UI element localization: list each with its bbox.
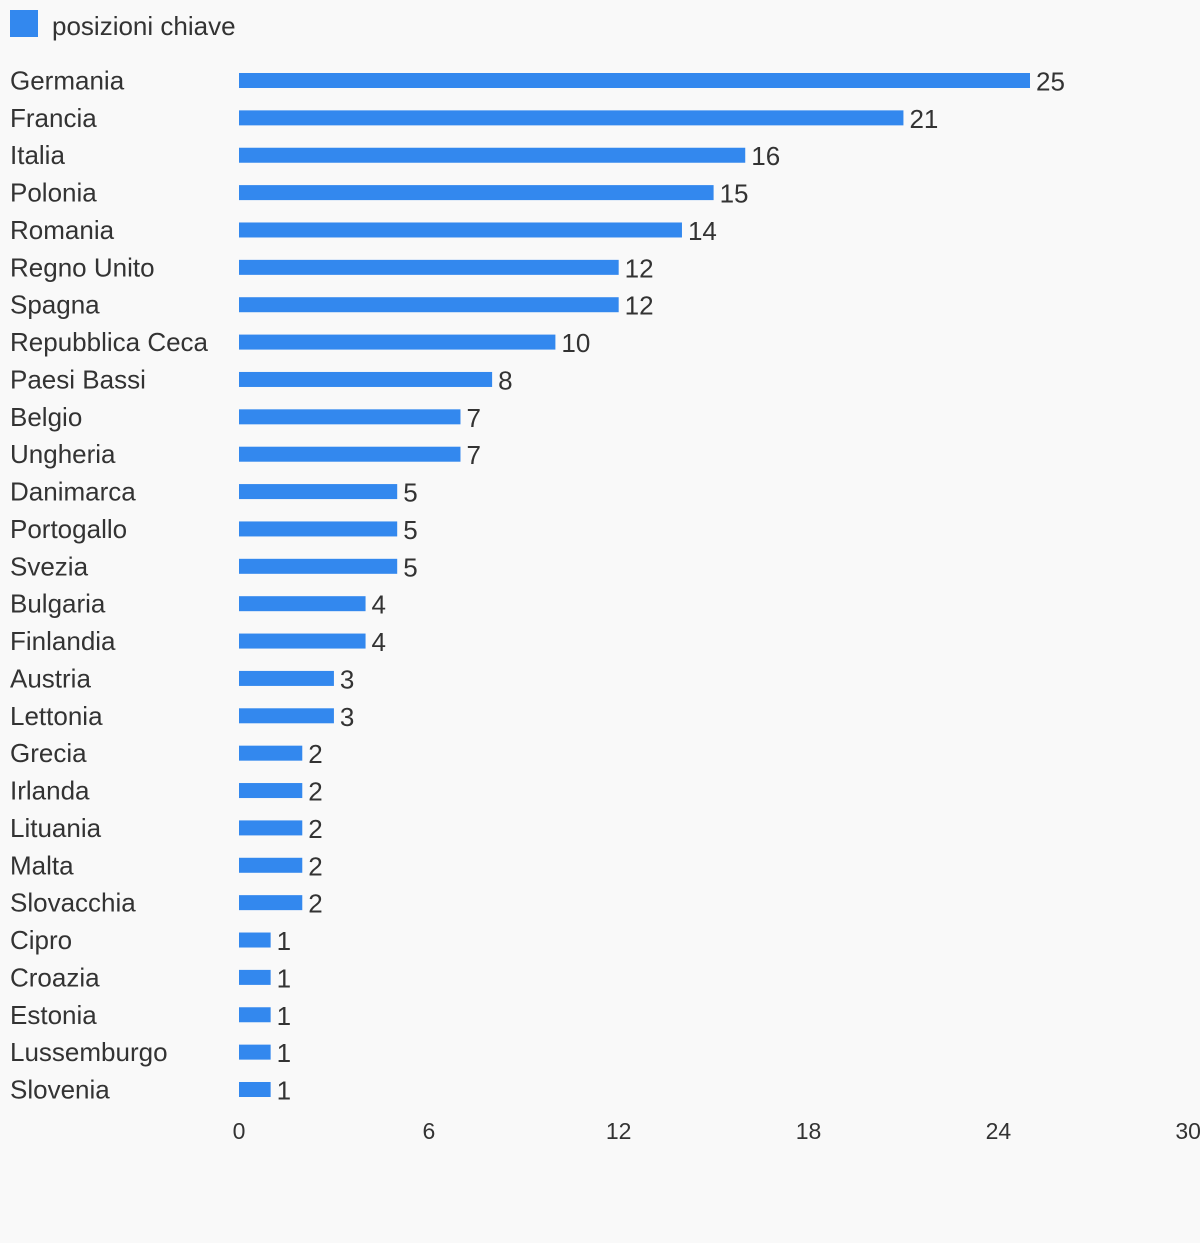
category-label: Croazia (10, 962, 100, 992)
value-label: 4 (372, 590, 386, 620)
value-label: 12 (625, 291, 654, 321)
value-label: 16 (751, 141, 780, 171)
category-label: Estonia (10, 1000, 97, 1030)
category-label: Lituania (10, 813, 102, 843)
value-label: 5 (403, 478, 417, 508)
category-label: Belgio (10, 402, 82, 432)
bar (239, 446, 461, 462)
legend-label: posizioni chiave (52, 11, 236, 41)
bar (239, 558, 398, 574)
value-label: 2 (308, 739, 322, 769)
value-label: 10 (561, 328, 590, 358)
category-label: Grecia (10, 738, 87, 768)
x-tick-label: 30 (1175, 1118, 1200, 1144)
value-label: 5 (403, 515, 417, 545)
category-label: Cipro (10, 925, 72, 955)
bar (239, 222, 682, 238)
category-label: Francia (10, 103, 97, 133)
x-tick-label: 6 (422, 1118, 435, 1144)
category-labels: Germania Francia Italia Polonia Romania Regno… (10, 66, 209, 1105)
category-label: Danimarca (10, 477, 136, 507)
value-label: 21 (909, 104, 938, 134)
category-label: Austria (10, 663, 91, 693)
category-label: Spagna (10, 290, 100, 320)
bar (239, 409, 461, 425)
bar (239, 745, 303, 761)
value-label: 8 (498, 365, 512, 395)
x-tick-label: 18 (796, 1118, 822, 1144)
x-axis: 0 6 12 18 24 30 (233, 1118, 1200, 1144)
category-label: Slovacchia (10, 888, 136, 918)
bar (239, 969, 271, 985)
category-label: Germania (10, 66, 125, 96)
value-label: 25 (1036, 67, 1065, 97)
category-label: Paesi Bassi (10, 364, 146, 394)
x-tick-label: 12 (606, 1118, 632, 1144)
value-label: 4 (372, 627, 386, 657)
value-label: 2 (308, 777, 322, 807)
value-label: 5 (403, 552, 417, 582)
value-label: 2 (308, 889, 322, 919)
value-label: 2 (308, 851, 322, 881)
value-label: 3 (340, 702, 354, 732)
bar (239, 670, 334, 686)
category-label: Bulgaria (10, 589, 106, 619)
bar (239, 1007, 271, 1023)
category-label: Lussemburgo (10, 1037, 168, 1067)
bar (239, 110, 904, 126)
bar (239, 596, 366, 612)
category-label: Italia (10, 140, 65, 170)
bar (239, 820, 303, 836)
category-label: Svezia (10, 551, 89, 581)
value-label: 1 (277, 1038, 291, 1068)
category-label: Irlanda (10, 776, 90, 806)
bar (239, 73, 1030, 88)
category-label: Ungheria (10, 439, 116, 469)
bar (239, 857, 303, 873)
value-label: 14 (688, 216, 717, 246)
bar (239, 371, 493, 387)
value-label: 1 (277, 1076, 291, 1106)
category-label: Portogallo (10, 514, 127, 544)
bar (239, 259, 619, 275)
bar (239, 708, 334, 724)
bar (239, 484, 398, 500)
value-label: 1 (277, 926, 291, 956)
category-label: Regno Unito (10, 252, 155, 282)
value-label: 15 (720, 179, 749, 209)
legend-swatch (10, 10, 38, 37)
bar (239, 334, 556, 350)
value-label: 1 (277, 963, 291, 993)
legend: posizioni chiave (10, 10, 236, 41)
value-label: 3 (340, 664, 354, 694)
bar (239, 297, 619, 313)
x-tick-label: 0 (233, 1118, 246, 1144)
bar (239, 633, 366, 649)
bar (239, 521, 398, 537)
bar (239, 1082, 271, 1097)
bar (239, 185, 714, 201)
value-label: 12 (625, 253, 654, 283)
category-label: Polonia (10, 178, 97, 208)
value-label: 2 (308, 814, 322, 844)
bar (239, 147, 746, 163)
category-label: Romania (10, 215, 115, 245)
bar (239, 783, 303, 799)
category-label: Malta (10, 850, 74, 880)
bar (239, 895, 303, 911)
category-label: Lettonia (10, 701, 103, 731)
value-label: 1 (277, 1001, 291, 1031)
value-label: 7 (466, 403, 480, 433)
bars (239, 73, 1030, 1097)
category-label: Slovenia (10, 1075, 110, 1105)
category-label: Repubblica Ceca (10, 327, 209, 357)
category-label: Finlandia (10, 626, 116, 656)
value-label: 7 (466, 440, 480, 470)
x-tick-label: 24 (986, 1118, 1012, 1144)
bar (239, 932, 271, 948)
bar (239, 1044, 271, 1060)
